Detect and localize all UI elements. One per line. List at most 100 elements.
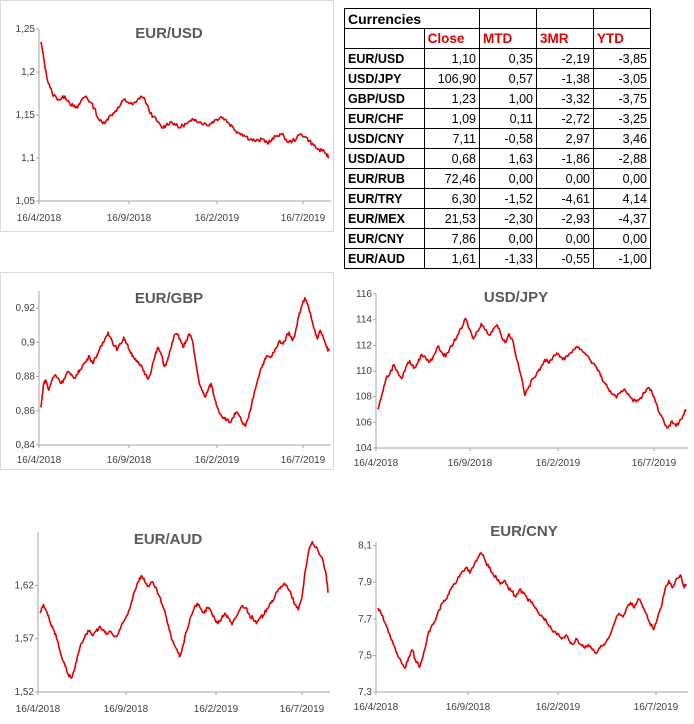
y-tick-label: 1,52 — [15, 687, 35, 698]
mtd-cell: 1,00 — [479, 88, 537, 109]
chart-title: EUR/USD — [135, 25, 203, 42]
mtd-cell: -1,52 — [479, 188, 537, 209]
3mr-cell: -1,38 — [536, 68, 594, 89]
ytd-cell: 3,46 — [593, 128, 651, 149]
table-row: EUR/TRY 6,30 -1,52 -4,61 4,14 — [344, 188, 651, 209]
table-row: EUR/CHF 1,09 0,11 -2,72 -3,25 — [344, 108, 651, 129]
y-tick-label: 1,57 — [15, 634, 35, 645]
pair-cell: EUR/USD — [344, 48, 425, 69]
3mr-cell: -2,93 — [536, 208, 594, 229]
pair-cell: USD/JPY — [344, 68, 425, 89]
x-tick-label: 16/4/2018 — [17, 213, 62, 224]
y-tick-label: 7,7 — [358, 614, 372, 625]
close-cell: 1,09 — [423, 108, 481, 129]
pair-cell: EUR/MEX — [344, 208, 425, 229]
eurcny-svg: EUR/CNY 7,3 7,5 7,7 7,9 8,1 16/4/2018 16/9/201… — [354, 523, 688, 713]
y-tick-label: 108 — [355, 392, 372, 403]
y-tick-label: 7,9 — [358, 577, 372, 588]
close-cell: 7,86 — [423, 228, 481, 249]
header-ytd: YTD — [593, 28, 651, 49]
close-cell: 6,30 — [423, 188, 481, 209]
y-tick-label: 8,1 — [358, 541, 372, 552]
eurusd-chart: EUR/USD 1,05 1,1 1,15 1,2 1,25 16/4/2018 16/9/… — [0, 0, 334, 232]
close-cell: 21,53 — [423, 208, 481, 229]
series-line — [40, 41, 330, 159]
table-title-row: Currencies — [344, 8, 651, 29]
eurgbp-chart: EUR/GBP 0,84 0,86 0,88 0,9 0,92 16/4/2018 16/9… — [0, 272, 334, 470]
y-tick-label: 0,9 — [21, 337, 35, 348]
blank-cell — [479, 8, 537, 29]
x-tick-label: 16/4/2018 — [17, 455, 62, 466]
y-tick-label: 1,15 — [16, 110, 36, 121]
3mr-cell: -0,55 — [536, 248, 594, 269]
y-tick-label: 0,92 — [16, 303, 36, 314]
currencies-table: Currencies Close MTD 3MR YTD EUR/USD 1,10… — [344, 8, 651, 269]
3mr-cell: 0,00 — [536, 168, 594, 189]
3mr-cell: 2,97 — [536, 128, 594, 149]
ytd-cell: -2,88 — [593, 148, 651, 169]
y-tick-label: 0,86 — [16, 406, 36, 417]
pair-cell: EUR/TRY — [344, 188, 425, 209]
x-tick-label: 16/2/2019 — [536, 702, 581, 713]
euraud-svg: EUR/AUD 1,52 1,57 1,62 16/4/2018 16/9/2018 16… — [15, 531, 330, 715]
y-tick-label: 112 — [356, 340, 372, 351]
pair-cell: EUR/CHF — [344, 108, 425, 129]
header-close: Close — [423, 28, 481, 49]
chart-title: EUR/AUD — [134, 531, 203, 548]
y-tick-label: 116 — [356, 289, 372, 300]
table-title: Currencies — [344, 8, 480, 29]
table-row: EUR/AUD 1,61 -1,33 -0,55 -1,00 — [344, 248, 651, 269]
3mr-cell: -2,19 — [536, 48, 594, 69]
table-row: USD/JPY 106,90 0,57 -1,38 -3,05 — [344, 68, 651, 89]
mtd-cell: -1,33 — [479, 248, 537, 269]
x-tick-label: 16/9/2018 — [107, 213, 152, 224]
x-tick-label: 16/7/2019 — [281, 213, 326, 224]
x-tick-label: 16/2/2019 — [536, 458, 581, 469]
pair-cell: EUR/CNY — [344, 228, 425, 249]
eurgbp-svg: EUR/GBP 0,84 0,86 0,88 0,9 0,92 16/4/2018 16/9… — [16, 290, 331, 466]
table-row: EUR/USD 1,10 0,35 -2,19 -3,85 — [344, 48, 651, 69]
3mr-cell: -2,72 — [536, 108, 594, 129]
euraud-chart: EUR/AUD 1,52 1,57 1,62 16/4/2018 16/9/2018 16… — [0, 520, 334, 724]
3mr-cell: -1,86 — [536, 148, 594, 169]
y-tick-label: 1,2 — [21, 67, 35, 78]
blank-cell — [344, 28, 425, 49]
series-line — [377, 552, 687, 669]
eurcny-chart: EUR/CNY 7,3 7,5 7,7 7,9 8,1 16/4/2018 16/9/201… — [344, 510, 692, 724]
y-tick-label: 7,3 — [358, 687, 372, 698]
table-row: GBP/USD 1,23 1,00 -3,32 -3,75 — [344, 88, 651, 109]
y-tick-label: 1,05 — [16, 196, 36, 207]
header-3mr: 3MR — [536, 28, 594, 49]
mtd-cell: 0,11 — [479, 108, 537, 129]
x-tick-label: 16/7/2019 — [632, 458, 677, 469]
close-cell: 0,68 — [423, 148, 481, 169]
x-tick-label: 16/9/2018 — [104, 704, 149, 715]
y-tick-label: 110 — [356, 366, 372, 377]
y-tick-label: 1,1 — [21, 153, 35, 164]
y-tick-label: 0,84 — [16, 440, 36, 451]
pair-cell: GBP/USD — [344, 88, 425, 109]
mtd-cell: 0,00 — [479, 228, 537, 249]
y-tick-label: 0,88 — [16, 372, 36, 383]
x-tick-label: 16/2/2019 — [195, 213, 240, 224]
3mr-cell: -3,32 — [536, 88, 594, 109]
ytd-cell: -3,25 — [593, 108, 651, 129]
ytd-cell: -1,00 — [593, 248, 651, 269]
x-tick-label: 16/2/2019 — [194, 704, 239, 715]
header-mtd: MTD — [479, 28, 537, 49]
eurusd-svg: EUR/USD 1,05 1,1 1,15 1,2 1,25 16/4/2018 16/9/… — [16, 24, 331, 224]
pair-cell: USD/AUD — [344, 148, 425, 169]
chart-title: EUR/GBP — [135, 290, 203, 307]
close-cell: 1,61 — [423, 248, 481, 269]
table-header-row: Close MTD 3MR YTD — [344, 28, 651, 49]
series-line — [377, 317, 687, 429]
y-tick-label: 114 — [356, 315, 372, 326]
ytd-cell: 0,00 — [593, 168, 651, 189]
mtd-cell: 1,63 — [479, 148, 537, 169]
chart-title: EUR/CNY — [490, 523, 558, 540]
pair-cell: EUR/AUD — [344, 248, 425, 269]
ytd-cell: -3,75 — [593, 88, 651, 109]
series-line — [39, 540, 329, 679]
x-tick-label: 16/4/2018 — [354, 702, 399, 713]
ytd-cell: -4,37 — [593, 208, 651, 229]
